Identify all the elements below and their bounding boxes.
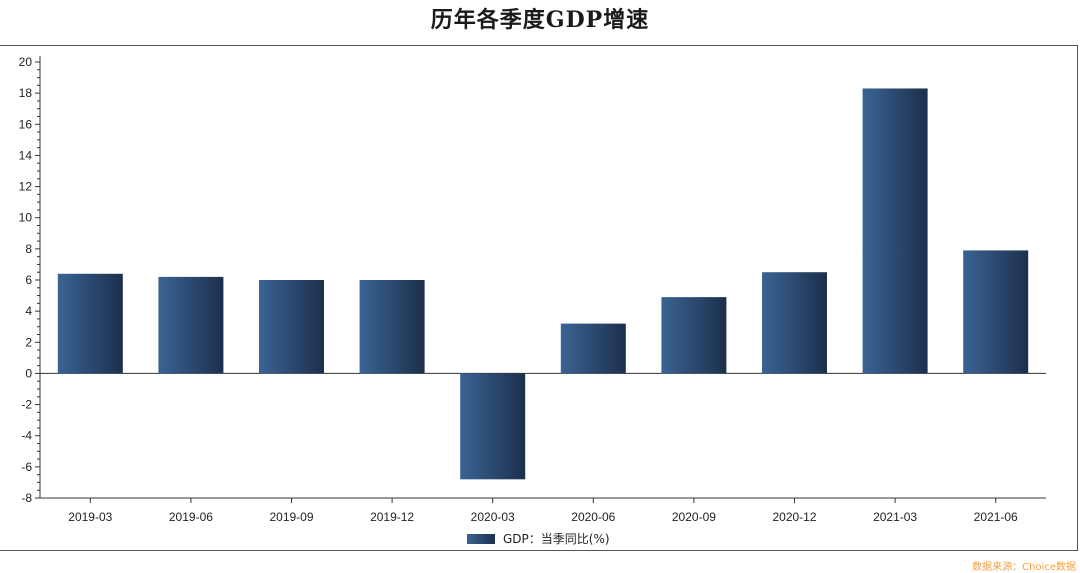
legend-swatch bbox=[467, 534, 495, 544]
y-tick-label: 18 bbox=[19, 86, 33, 100]
x-tick-label: 2021-03 bbox=[873, 510, 917, 524]
chart-title: 历年各季度GDP增速 bbox=[430, 7, 650, 33]
x-tick-label: 2020-12 bbox=[772, 510, 816, 524]
bar-2020-06 bbox=[560, 323, 626, 374]
y-tick-label: -4 bbox=[21, 429, 32, 443]
bar-2019-12 bbox=[359, 280, 425, 374]
y-tick-label: 16 bbox=[19, 117, 33, 131]
bar-2020-09 bbox=[661, 297, 727, 374]
y-tick-label: 14 bbox=[19, 148, 33, 162]
y-tick-label: 6 bbox=[25, 273, 32, 287]
y-tick-label: -8 bbox=[21, 491, 32, 505]
bars bbox=[57, 88, 1029, 480]
bar-2021-03 bbox=[862, 88, 928, 374]
y-tick-label: 0 bbox=[25, 366, 32, 380]
x-tick-label: 2020-03 bbox=[471, 510, 515, 524]
bar-2020-12 bbox=[762, 272, 827, 374]
source-note: 数据来源：Choice数据 bbox=[972, 562, 1076, 573]
y-tick-label: 20 bbox=[19, 55, 33, 69]
y-tick-label: 10 bbox=[19, 211, 33, 225]
y-tick-label: 2 bbox=[25, 335, 32, 349]
bar-2020-03 bbox=[460, 373, 526, 480]
x-tick-label: 2019-12 bbox=[370, 510, 414, 524]
bar-2019-03 bbox=[57, 273, 123, 374]
y-tick-label: -6 bbox=[21, 460, 32, 474]
legend: GDP：当季同比(%) bbox=[467, 532, 610, 546]
bar-2019-09 bbox=[259, 280, 324, 374]
y-tick-label: 4 bbox=[25, 304, 32, 318]
bar-2019-06 bbox=[158, 276, 224, 374]
x-tick-label: 2021-06 bbox=[974, 510, 1018, 524]
x-tick-label: 2019-03 bbox=[68, 510, 112, 524]
x-tick-label: 2020-06 bbox=[571, 510, 615, 524]
bar-2021-06 bbox=[963, 250, 1029, 374]
y-tick-label: 8 bbox=[25, 242, 32, 256]
x-tick-label: 2019-09 bbox=[269, 510, 313, 524]
plot-frame bbox=[0, 45, 1078, 551]
legend-label: GDP：当季同比(%) bbox=[503, 532, 610, 546]
y-tick-label: -2 bbox=[21, 398, 32, 412]
x-tick-label: 2019-06 bbox=[169, 510, 213, 524]
x-tick-label: 2020-09 bbox=[672, 510, 716, 524]
y-tick-label: 12 bbox=[19, 180, 33, 194]
